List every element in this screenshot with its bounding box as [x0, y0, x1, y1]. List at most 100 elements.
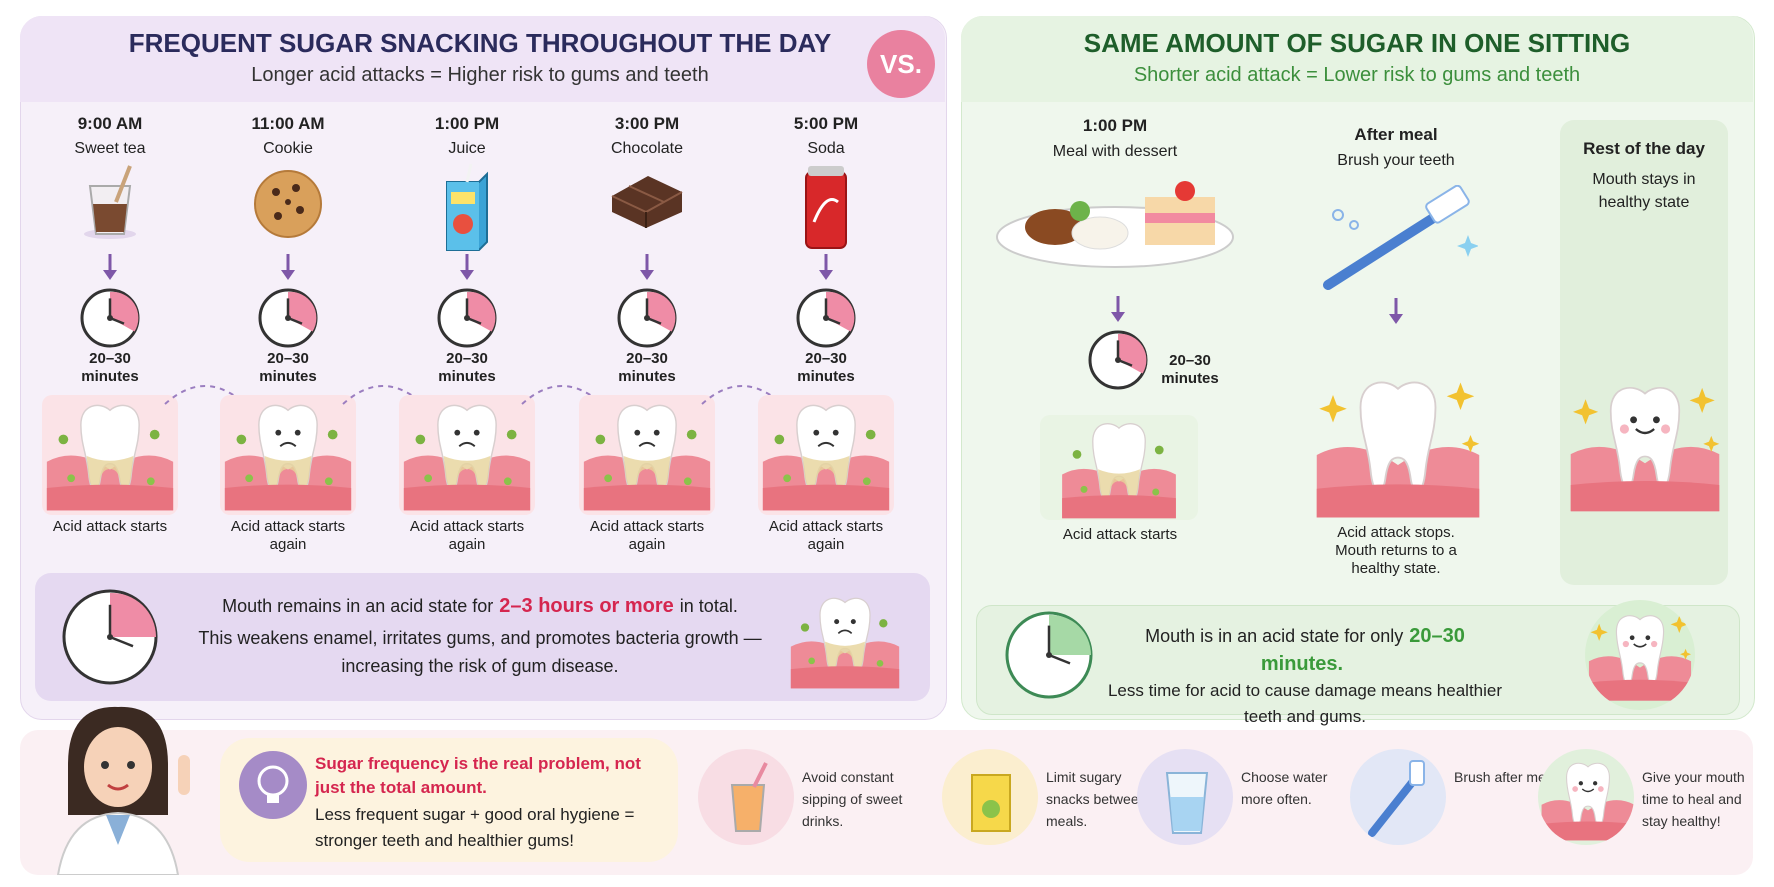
icon-line: [109, 635, 134, 648]
icon-path: [1446, 382, 1475, 410]
icon-svg: [1570, 386, 1720, 512]
icon-circle: [464, 315, 470, 321]
icon-ellipse: [1025, 209, 1085, 245]
snack-icon: [65, 162, 155, 252]
icon-svg: [1368, 760, 1425, 837]
icon-path: [1319, 395, 1347, 423]
step-item: Brush your teeth: [1337, 152, 1455, 169]
icon-circle: [604, 474, 613, 483]
icon-path: [1541, 821, 1634, 841]
icon-svg: [224, 404, 352, 511]
icon-line: [465, 163, 473, 183]
tooth-box: [1040, 415, 1198, 520]
icon-svg: [257, 765, 289, 803]
icon-circle: [876, 660, 884, 667]
icon-path: [1581, 788, 1595, 793]
icon-path: [623, 455, 671, 489]
icon-svg: [1005, 611, 1093, 699]
icon-circle: [783, 474, 792, 483]
icon-svg: [103, 254, 117, 280]
icon-circle: [1598, 786, 1604, 792]
icon-svg: [254, 170, 322, 238]
left-subtitle: Longer acid attacks = Higher risk to gum…: [251, 64, 709, 86]
dashed-link: [517, 378, 607, 413]
icon-circle: [1152, 488, 1160, 496]
icon-circle: [1072, 450, 1082, 459]
icon-rect: [1145, 213, 1215, 223]
icon-circle: [813, 429, 820, 436]
summary-text: Mouth is in an acid state for only: [1145, 626, 1404, 646]
icon-circle: [285, 315, 291, 321]
summary-tooth: [785, 590, 905, 690]
icon-path: [86, 455, 134, 489]
icon-circle: [653, 429, 660, 436]
icon-circle: [146, 477, 155, 486]
icon-circle: [1629, 635, 1635, 641]
clock: [256, 286, 320, 355]
summary-body: This weakens enamel, irritates gums, and…: [198, 628, 762, 676]
arrow: [816, 254, 836, 287]
icon-circle: [1572, 786, 1578, 792]
icon-path: [521, 385, 603, 405]
icon-path: [1680, 648, 1692, 660]
snack-icon: [243, 162, 333, 252]
tip-body: Less frequent sugar + good oral hygiene …: [315, 805, 635, 850]
icon-circle: [324, 477, 333, 486]
tip-icon: [1350, 749, 1446, 845]
tooth-box: [399, 395, 535, 515]
snack-icon: [602, 162, 692, 252]
summary-clock: [1003, 609, 1095, 706]
tooth-caption: Acid attack starts again: [768, 518, 884, 553]
icon-circle: [686, 429, 697, 440]
icon-path: [817, 441, 835, 447]
icon-circle: [101, 761, 109, 769]
icon-circle: [453, 214, 473, 234]
icon-path: [93, 204, 127, 232]
tooth-box: [758, 395, 894, 515]
icon-circle: [1070, 201, 1090, 221]
icon-path: [701, 385, 783, 405]
icon-circle: [67, 474, 76, 483]
snack-time: 3:00 PM: [614, 114, 680, 133]
icon-circle: [1651, 640, 1658, 648]
tip-label: Brush after meals.: [1454, 769, 1568, 785]
icon-path: [1062, 495, 1176, 519]
snack-item: Sweet tea: [74, 140, 146, 157]
icon-circle: [1046, 652, 1052, 658]
icon-svg: [1588, 615, 1692, 701]
icon-svg: [84, 165, 136, 239]
meal-icon: [995, 175, 1245, 280]
snack-time: 5:00 PM: [793, 114, 859, 133]
tip-headline: Sugar frequency is the real problem, not…: [315, 754, 641, 797]
doctor: [28, 695, 208, 880]
tooth-box: [579, 395, 715, 515]
snack-item: Cookie: [263, 140, 313, 157]
clock: [615, 286, 679, 355]
icon-circle: [473, 429, 480, 436]
snack-time: 9:00 AM: [77, 114, 143, 133]
icon-path: [1111, 312, 1125, 322]
icon-circle: [1154, 445, 1164, 455]
left-header: [20, 16, 945, 102]
icon-circle: [424, 474, 433, 483]
icon-circle: [1661, 424, 1671, 434]
icon-circle: [454, 429, 461, 436]
icon-path: [812, 198, 839, 223]
icon-svg: [446, 163, 488, 251]
right-summary: Mouth is in an acid state for only 20–30 …: [1100, 622, 1510, 730]
icon-svg: [56, 706, 190, 876]
icon-svg: [1088, 330, 1148, 390]
icon-circle: [683, 477, 692, 486]
icon-circle: [58, 434, 69, 445]
icon-path: [403, 484, 531, 511]
icon-svg: [617, 288, 677, 348]
icon-rect: [178, 755, 190, 795]
icon-svg: [80, 288, 140, 348]
tip-label: Give your mouth time to heal and stay he…: [1642, 769, 1745, 829]
clock: [1086, 328, 1150, 397]
duration: 20–30 minutes: [618, 350, 676, 385]
icon-svg: [258, 288, 318, 348]
tooth-caption: Acid attack starts again: [409, 518, 525, 553]
icon-circle: [257, 765, 289, 797]
